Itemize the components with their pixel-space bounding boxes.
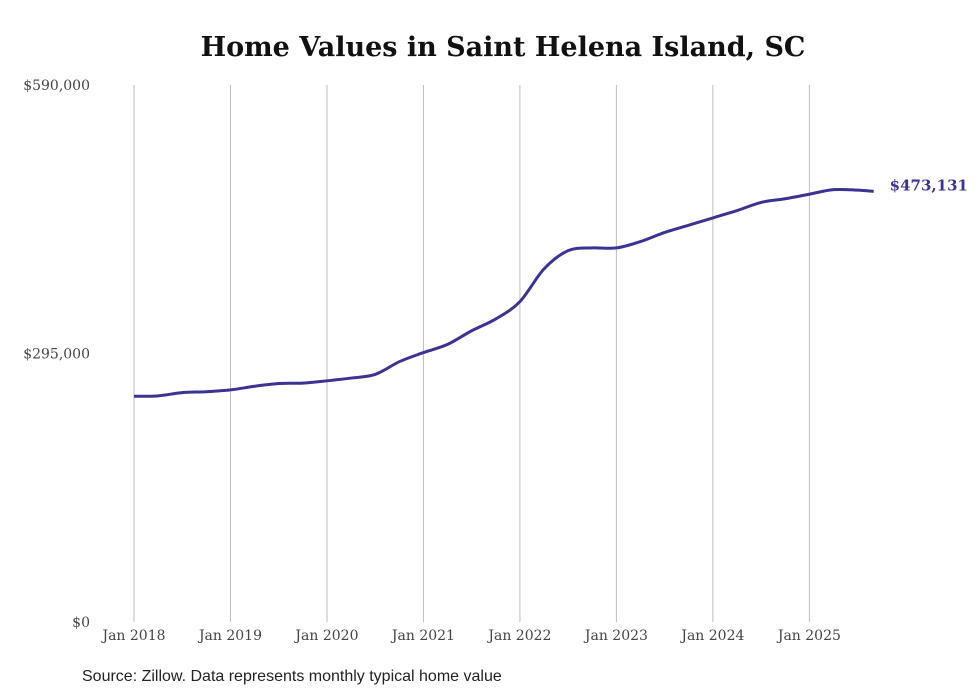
x-tick-label: Jan 2024: [679, 628, 744, 644]
y-tick-label: $0: [72, 615, 90, 631]
x-tick-label: Jan 2019: [197, 628, 262, 644]
x-tick-label: Jan 2025: [776, 628, 841, 644]
end-value-label: $473,131: [890, 176, 968, 194]
y-tick-label: $590,000: [23, 78, 90, 94]
source-note: Source: Zillow. Data represents monthly …: [82, 668, 502, 685]
x-tick-label: Jan 2022: [486, 628, 551, 644]
x-tick-label: Jan 2020: [293, 628, 358, 644]
x-tick-label: Jan 2021: [390, 628, 455, 644]
x-tick-label: Jan 2018: [100, 628, 165, 644]
series-line: [133, 187, 874, 398]
chart-title: Home Values in Saint Helena Island, SC: [200, 32, 806, 63]
x-tick-label: Jan 2023: [583, 628, 648, 644]
y-tick-label: $295,000: [23, 347, 90, 363]
